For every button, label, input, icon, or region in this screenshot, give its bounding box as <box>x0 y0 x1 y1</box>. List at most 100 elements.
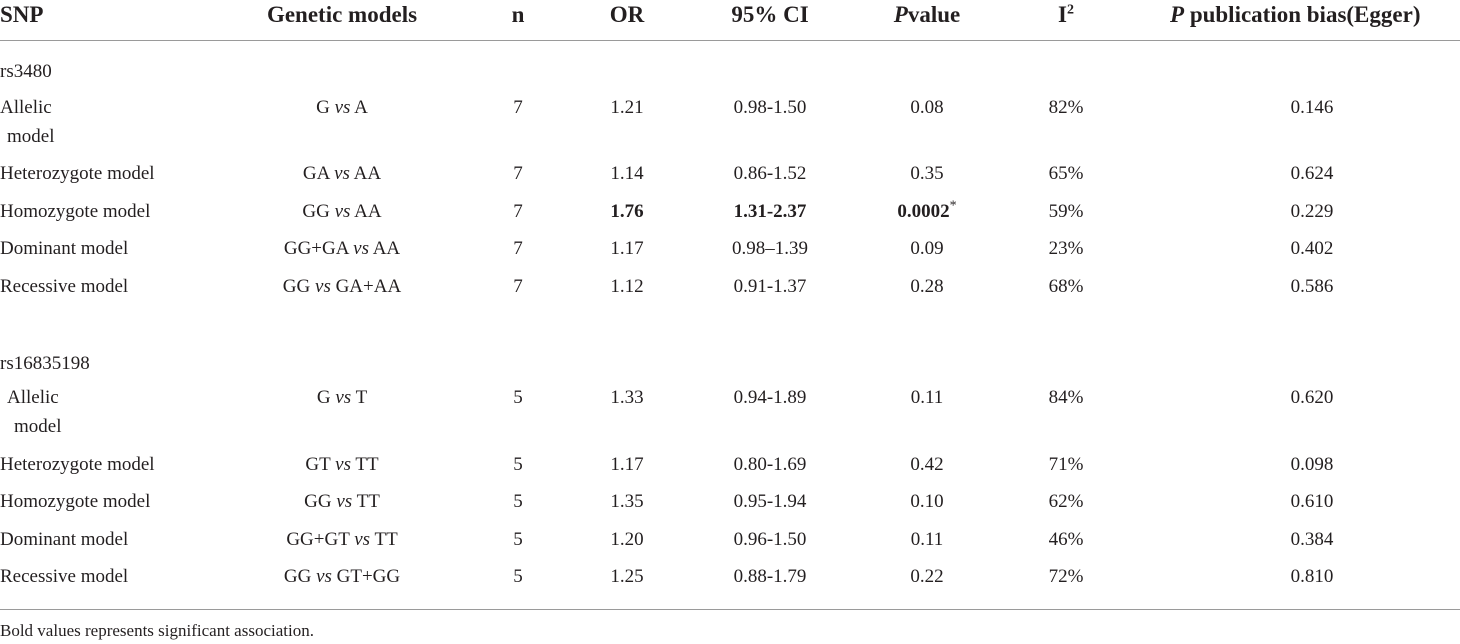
header-snp: SNP <box>0 2 44 27</box>
model-name: Heterozygote model <box>0 163 155 184</box>
comparison-left: GA <box>302 163 330 184</box>
comparison-right: AA <box>354 201 382 222</box>
comparison-left: GG <box>302 201 330 222</box>
comparison: GG+GT vs TT <box>286 526 397 554</box>
p-value: 0.09 <box>910 235 943 263</box>
i2-value: 59% <box>1048 201 1084 222</box>
comparison-right: TT <box>374 529 398 550</box>
comparison-vs: vs <box>316 566 332 587</box>
n-value: 7 <box>513 97 523 118</box>
comparison-left: GG+GT <box>286 529 350 550</box>
or-value: 1.25 <box>610 566 644 587</box>
comparison-vs: vs <box>334 201 351 222</box>
comparison-right: AA <box>372 238 401 259</box>
table-header: SNP Genetic models n OR 95% CI Pvalue I2… <box>0 0 1460 41</box>
footnote: Bold values represents significant assoc… <box>0 621 314 640</box>
p-value: 0.28 <box>910 273 943 301</box>
n-value: 7 <box>513 201 523 222</box>
comparison-vs: vs <box>334 163 350 184</box>
egger-value: 0.146 <box>1290 97 1334 118</box>
i2-value: 62% <box>1048 491 1084 512</box>
comparison: GG vs TT <box>304 488 380 516</box>
model-name: Heterozygote model <box>0 454 155 475</box>
i2-value: 23% <box>1048 238 1084 259</box>
n-value: 7 <box>513 276 523 297</box>
header-egger: P publication bias(Egger) <box>1170 2 1420 28</box>
p-value: 0.11 <box>911 526 944 554</box>
or-value: 1.17 <box>610 238 644 259</box>
n-value: 5 <box>513 491 523 512</box>
p-value: 0.11 <box>911 384 944 412</box>
egger-value: 0.620 <box>1290 387 1334 408</box>
p-value: 0.08 <box>910 94 943 122</box>
p-value: 0.42 <box>910 451 943 479</box>
n-value: 5 <box>513 387 523 408</box>
ci-value: 0.95-1.94 <box>733 491 807 512</box>
header-pvalue-p: P <box>893 2 908 27</box>
comparison: GG vs GT+GG <box>284 563 400 591</box>
comparison-left: G <box>316 387 331 408</box>
comparison-right: TT <box>356 491 380 512</box>
p-value-number: 0.09 <box>910 238 944 259</box>
p-value: 0.10 <box>910 488 943 516</box>
i2-value: 71% <box>1048 454 1084 475</box>
or-value: 1.76 <box>610 201 644 222</box>
model-name: Dominant model <box>0 238 129 259</box>
n-value: 5 <box>513 454 523 475</box>
p-value-number: 0.08 <box>910 97 944 118</box>
ci-value: 0.80-1.69 <box>733 454 807 475</box>
egger-value: 0.810 <box>1290 566 1334 587</box>
p-value-number: 0.35 <box>910 163 944 184</box>
p-value-number: 0.11 <box>910 387 944 408</box>
p-value-number: 0.10 <box>910 491 944 512</box>
comparison-right: AA <box>353 163 382 184</box>
comparison: G vs A <box>316 94 368 122</box>
comparison: GG vs AA <box>302 198 381 226</box>
comparison: GG+GA vs AA <box>284 235 400 263</box>
or-value: 1.35 <box>610 491 644 512</box>
i2-value: 46% <box>1048 529 1084 550</box>
header-i2-base: I <box>1058 2 1067 27</box>
comparison: GA vs AA <box>303 160 381 188</box>
n-value: 7 <box>513 238 523 259</box>
or-value: 1.33 <box>610 387 644 408</box>
n-value: 5 <box>513 566 523 587</box>
bottom-rule <box>0 609 1460 610</box>
comparison-right: TT <box>355 454 379 475</box>
comparison-left: GG+GA <box>283 238 349 259</box>
ci-value: 1.31-2.37 <box>733 201 807 222</box>
comparison-left: GG <box>283 566 312 587</box>
i2-value: 82% <box>1048 97 1084 118</box>
header-egger-p: P <box>1170 2 1185 27</box>
snp-group-label: rs16835198 <box>0 353 90 374</box>
or-value: 1.21 <box>610 97 644 118</box>
model-name: Homozygote model <box>0 201 151 222</box>
ci-value: 0.86-1.52 <box>733 163 807 184</box>
comparison-left: GT <box>305 454 331 475</box>
significance-star: * <box>949 198 957 214</box>
header-genetic-models: Genetic models <box>266 2 418 27</box>
comparison-vs: vs <box>354 529 371 550</box>
comparison: GG vs GA+AA <box>283 273 401 301</box>
comparison-vs: vs <box>315 276 331 297</box>
comparison: GT vs TT <box>305 451 378 479</box>
header-or: OR <box>609 2 645 27</box>
header-i2-sup: 2 <box>1066 2 1074 18</box>
or-value: 1.14 <box>610 163 644 184</box>
ci-value: 0.88-1.79 <box>733 566 807 587</box>
p-value-number: 0.28 <box>910 276 944 297</box>
comparison-right: A <box>354 97 368 118</box>
p-value: 0.35 <box>910 160 943 188</box>
snp-group-label: rs3480 <box>0 61 52 82</box>
ci-value: 0.94-1.89 <box>733 387 807 408</box>
header-egger-rest: publication bias(Egger) <box>1184 2 1421 27</box>
comparison-right: GA+AA <box>335 276 402 297</box>
comparison-vs: vs <box>335 387 352 408</box>
comparison-left: G <box>316 97 330 118</box>
comparison: G vs T <box>317 384 367 412</box>
p-value-number: 0.0002 <box>897 201 950 222</box>
header-n: n <box>511 2 525 27</box>
n-value: 5 <box>513 529 523 550</box>
p-value-number: 0.22 <box>910 566 944 587</box>
